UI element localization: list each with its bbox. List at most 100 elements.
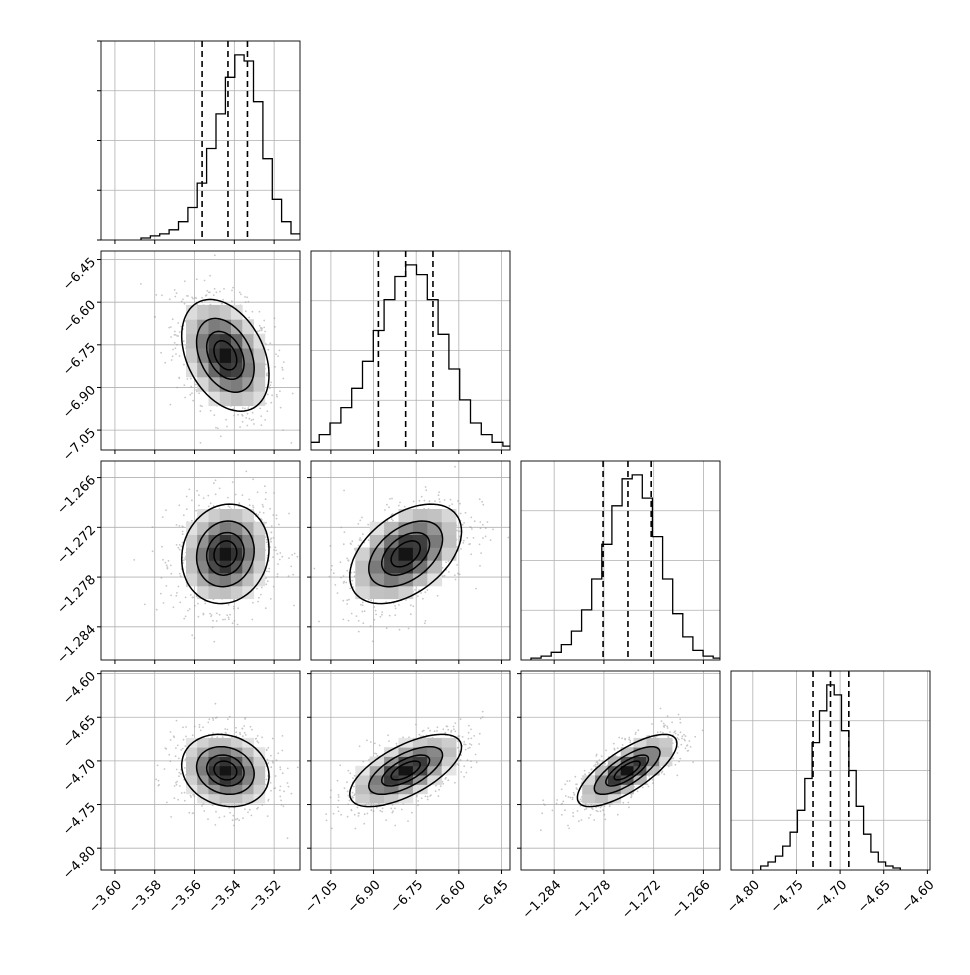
scatter-point: [270, 382, 272, 384]
panel-content: [140, 254, 303, 467]
scatter-point: [248, 499, 250, 501]
scatter-point: [362, 761, 364, 763]
scatter-point: [408, 628, 410, 630]
scatter-point: [468, 738, 470, 740]
y-tick-label: −6.45: [60, 255, 99, 294]
scatter-point: [401, 809, 403, 811]
scatter-point: [454, 782, 456, 784]
scatter-point: [161, 546, 163, 548]
scatter-point: [329, 576, 331, 578]
scatter-point: [246, 425, 248, 427]
scatter-point: [259, 325, 261, 327]
scatter-point: [233, 608, 235, 610]
scatter-point: [466, 537, 468, 539]
scatter-point: [160, 593, 162, 595]
scatter-point: [184, 800, 186, 802]
scatter-point: [196, 490, 198, 492]
scatter-point: [166, 564, 168, 566]
scatter-point: [203, 810, 205, 812]
scatter-point: [180, 575, 182, 577]
scatter-point: [444, 499, 446, 501]
scatter-point: [242, 735, 244, 737]
scatter-point: [255, 738, 257, 740]
scatter-point: [187, 378, 189, 380]
scatter-point: [438, 795, 440, 797]
scatter-point: [283, 361, 285, 363]
scatter-point: [166, 585, 168, 587]
scatter-point: [279, 390, 281, 392]
scatter-point: [282, 772, 284, 774]
scatter-panel-3-1: −7.05−6.90−6.75−6.60−6.45: [302, 671, 511, 916]
y-tick-label: −1.266: [54, 473, 99, 518]
scatter-point: [367, 524, 369, 526]
scatter-point: [164, 747, 166, 749]
scatter-point: [465, 512, 467, 514]
scatter-point: [199, 726, 201, 728]
scatter-point: [257, 601, 259, 603]
scatter-point: [235, 731, 237, 733]
y-tick-label: −4.60: [60, 669, 99, 708]
scatter-point: [277, 563, 279, 565]
scatter-point: [370, 741, 372, 743]
scatter-point: [181, 792, 183, 794]
density-cell: [370, 757, 385, 767]
scatter-point: [201, 405, 203, 407]
y-tick-label: −4.70: [60, 756, 99, 795]
scatter-point: [410, 613, 412, 615]
scatter-point: [366, 740, 368, 742]
scatter-point: [162, 559, 164, 561]
scatter-point: [181, 301, 183, 303]
scatter-point: [347, 816, 349, 818]
ticks: [331, 450, 502, 454]
scatter-point: [261, 424, 263, 426]
scatter-point: [382, 807, 384, 809]
scatter-point: [264, 331, 266, 333]
scatter-point: [459, 536, 461, 538]
y-tick-label: −4.80: [60, 844, 99, 883]
scatter-point: [460, 548, 462, 550]
scatter-point: [261, 736, 263, 738]
scatter-point: [249, 809, 251, 811]
scatter-point: [445, 777, 447, 779]
scatter-point: [273, 586, 275, 588]
scatter-point: [177, 335, 179, 337]
scatter-point: [279, 796, 281, 798]
scatter-point: [344, 531, 346, 533]
scatter-point: [183, 559, 185, 561]
scatter-point: [225, 732, 227, 734]
scatter-point: [404, 506, 406, 508]
scatter-point: [455, 579, 457, 581]
scatter-point: [294, 553, 296, 555]
scatter-point: [192, 298, 194, 300]
scatter-point: [269, 342, 271, 344]
density-cell: [370, 586, 385, 599]
scatter-point: [329, 545, 331, 547]
density-cell: [197, 522, 209, 535]
scatter-point: [333, 813, 335, 815]
scatter-point: [330, 797, 332, 799]
y-tick-label: −6.75: [60, 340, 99, 379]
scatter-point: [421, 797, 423, 799]
density-cell: [254, 363, 266, 378]
scatter-point: [381, 614, 383, 616]
density-cell: [197, 305, 209, 320]
scatter-point: [351, 580, 353, 582]
scatter-point: [277, 553, 279, 555]
scatter-point: [425, 489, 427, 491]
scatter-point: [187, 610, 189, 612]
y-tick-label: −6.90: [60, 383, 99, 422]
scatter-point: [158, 780, 160, 782]
scatter-point: [470, 729, 472, 731]
y-tick-label: −4.75: [60, 800, 99, 839]
scatter-point: [274, 317, 276, 319]
scatter-point: [267, 747, 269, 749]
scatter-point: [345, 582, 347, 584]
scatter-point: [475, 588, 477, 590]
scatter-point: [213, 641, 215, 643]
scatter-point: [279, 552, 281, 554]
scatter-point: [330, 789, 332, 791]
scatter-point: [214, 824, 216, 826]
scatter-point: [381, 611, 383, 613]
scatter-point: [457, 573, 459, 575]
scatter-point: [154, 316, 156, 318]
